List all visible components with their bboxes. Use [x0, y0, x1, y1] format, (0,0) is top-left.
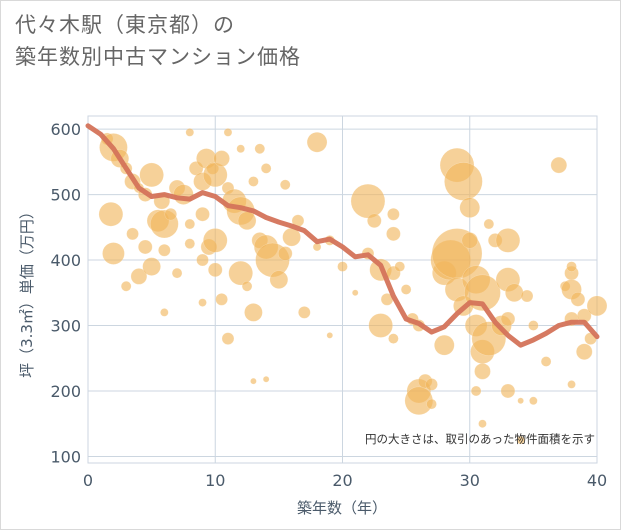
x-axis-title: 築年数（年）: [297, 499, 387, 517]
bubble-point: [434, 334, 455, 356]
bubble-point: [368, 313, 393, 338]
bubble-point: [120, 280, 132, 292]
bubble-point: [171, 267, 183, 279]
bubble-point: [505, 283, 524, 303]
bubble-point: [470, 385, 482, 397]
bubble-point: [425, 378, 438, 391]
x-tick-label: 30: [460, 471, 480, 490]
bubble-point: [269, 270, 289, 289]
bubble-point: [142, 257, 161, 276]
bubble-point: [160, 308, 169, 317]
y-tick-label: 500: [50, 186, 81, 205]
y-tick-label: 600: [50, 120, 81, 139]
bubble-point: [337, 261, 348, 272]
bubble-point: [173, 184, 194, 205]
bubble-point: [567, 380, 576, 389]
y-tick-label: 400: [50, 251, 81, 270]
bubble-point: [298, 306, 311, 319]
bubble-point: [367, 213, 382, 229]
bubble-point: [102, 242, 125, 265]
size-note: 円の大きさは、取引のあった物件面積を示す: [365, 432, 595, 446]
bubble-point: [203, 228, 228, 253]
bubble-point: [221, 332, 235, 345]
bubble-point: [244, 303, 263, 322]
bubble-point: [138, 239, 153, 255]
bubble-point: [126, 227, 139, 241]
bubble-point: [158, 243, 171, 257]
chart-title: 代々木駅（東京都）の 築年数別中古マンション価格: [15, 9, 301, 73]
bubble-point: [184, 218, 196, 230]
bubble-point: [495, 228, 521, 253]
bubble-point: [326, 332, 334, 339]
bubble-point: [520, 289, 534, 303]
x-tick-label: 10: [205, 471, 225, 490]
bubble-point: [483, 218, 495, 230]
y-tick-label: 100: [50, 447, 81, 466]
bubble-point: [444, 162, 483, 201]
bubble-point: [236, 144, 245, 153]
trend-line: [85, 123, 600, 348]
bubble-point: [478, 419, 487, 428]
bubble-layer: [98, 128, 608, 445]
x-tick-label: 40: [587, 471, 607, 490]
y-axis-title: 坪（3.3㎡）単価（万円）: [18, 204, 36, 378]
bubble-point: [517, 397, 524, 405]
bubble-point: [208, 262, 223, 278]
bubble-point: [474, 363, 491, 380]
bubble-point: [198, 298, 207, 307]
bubble-point: [566, 261, 577, 272]
bubble-point: [388, 333, 399, 344]
bubble-point: [241, 280, 253, 292]
bubble-point: [98, 201, 124, 227]
bubble-point: [461, 232, 478, 249]
x-tick-label: 20: [332, 471, 352, 490]
x-tick-label: 0: [83, 471, 93, 490]
bubble-point: [130, 268, 148, 285]
bubble-point: [260, 163, 272, 174]
bubble-point: [195, 206, 210, 222]
bubble-point: [213, 150, 230, 167]
bubble-point: [386, 226, 401, 242]
bubble-point: [459, 197, 480, 218]
bubble-point: [540, 356, 552, 367]
bubble-point: [351, 289, 359, 297]
bubble-point: [350, 183, 386, 219]
bubble-point: [500, 383, 516, 399]
bubble-point: [426, 398, 437, 410]
bubble-point: [528, 320, 539, 331]
bubble-point: [576, 343, 593, 360]
bubble-point: [550, 156, 568, 174]
bubble-point: [306, 131, 328, 153]
bubble-point: [387, 207, 400, 221]
bubble-point: [500, 311, 516, 327]
bubble-point: [139, 162, 164, 188]
bubble-point: [228, 260, 253, 286]
bubble-point: [570, 292, 586, 307]
bubble-point: [279, 179, 291, 190]
y-tick-label: 300: [50, 317, 81, 336]
bubble-point: [529, 396, 538, 406]
bubble-point: [237, 211, 257, 231]
bubble-point: [516, 435, 525, 445]
bubble-point: [215, 293, 228, 306]
chart-title-line2: 築年数別中古マンション価格: [15, 45, 301, 69]
bubble-point: [254, 143, 266, 154]
bubble-point: [196, 253, 209, 267]
chart-title-line1: 代々木駅（東京都）の: [15, 13, 235, 37]
bubble-point: [586, 295, 608, 317]
bubble-point: [184, 238, 196, 249]
bubble-point: [400, 284, 412, 295]
bubble-point: [248, 176, 259, 187]
axes: 0 10 20 30 40 100 200 300 400 500 600: [50, 120, 607, 490]
bubble-point: [394, 261, 406, 272]
bubble-point: [277, 246, 293, 261]
bubble-point: [164, 207, 177, 221]
bubble-point: [262, 375, 270, 383]
bubble-point: [223, 128, 233, 137]
bubble-point: [185, 128, 195, 137]
bubble-point: [250, 377, 257, 385]
y-tick-label: 200: [50, 382, 81, 401]
